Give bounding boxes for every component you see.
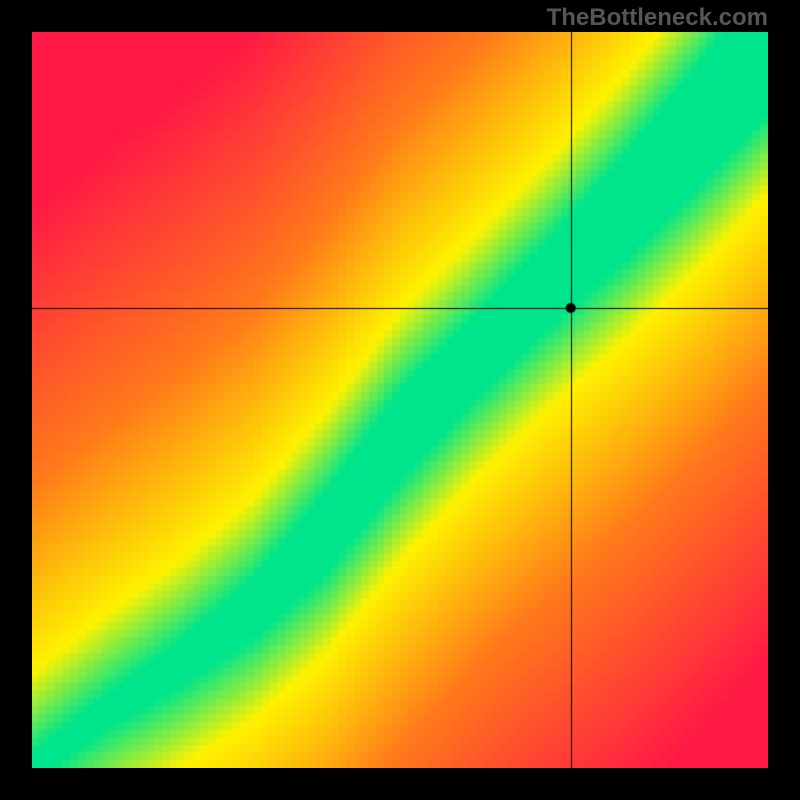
watermark-text: TheBottleneck.com — [547, 4, 768, 32]
bottleneck-heatmap — [32, 32, 768, 768]
chart-container: TheBottleneck.com — [0, 0, 800, 800]
